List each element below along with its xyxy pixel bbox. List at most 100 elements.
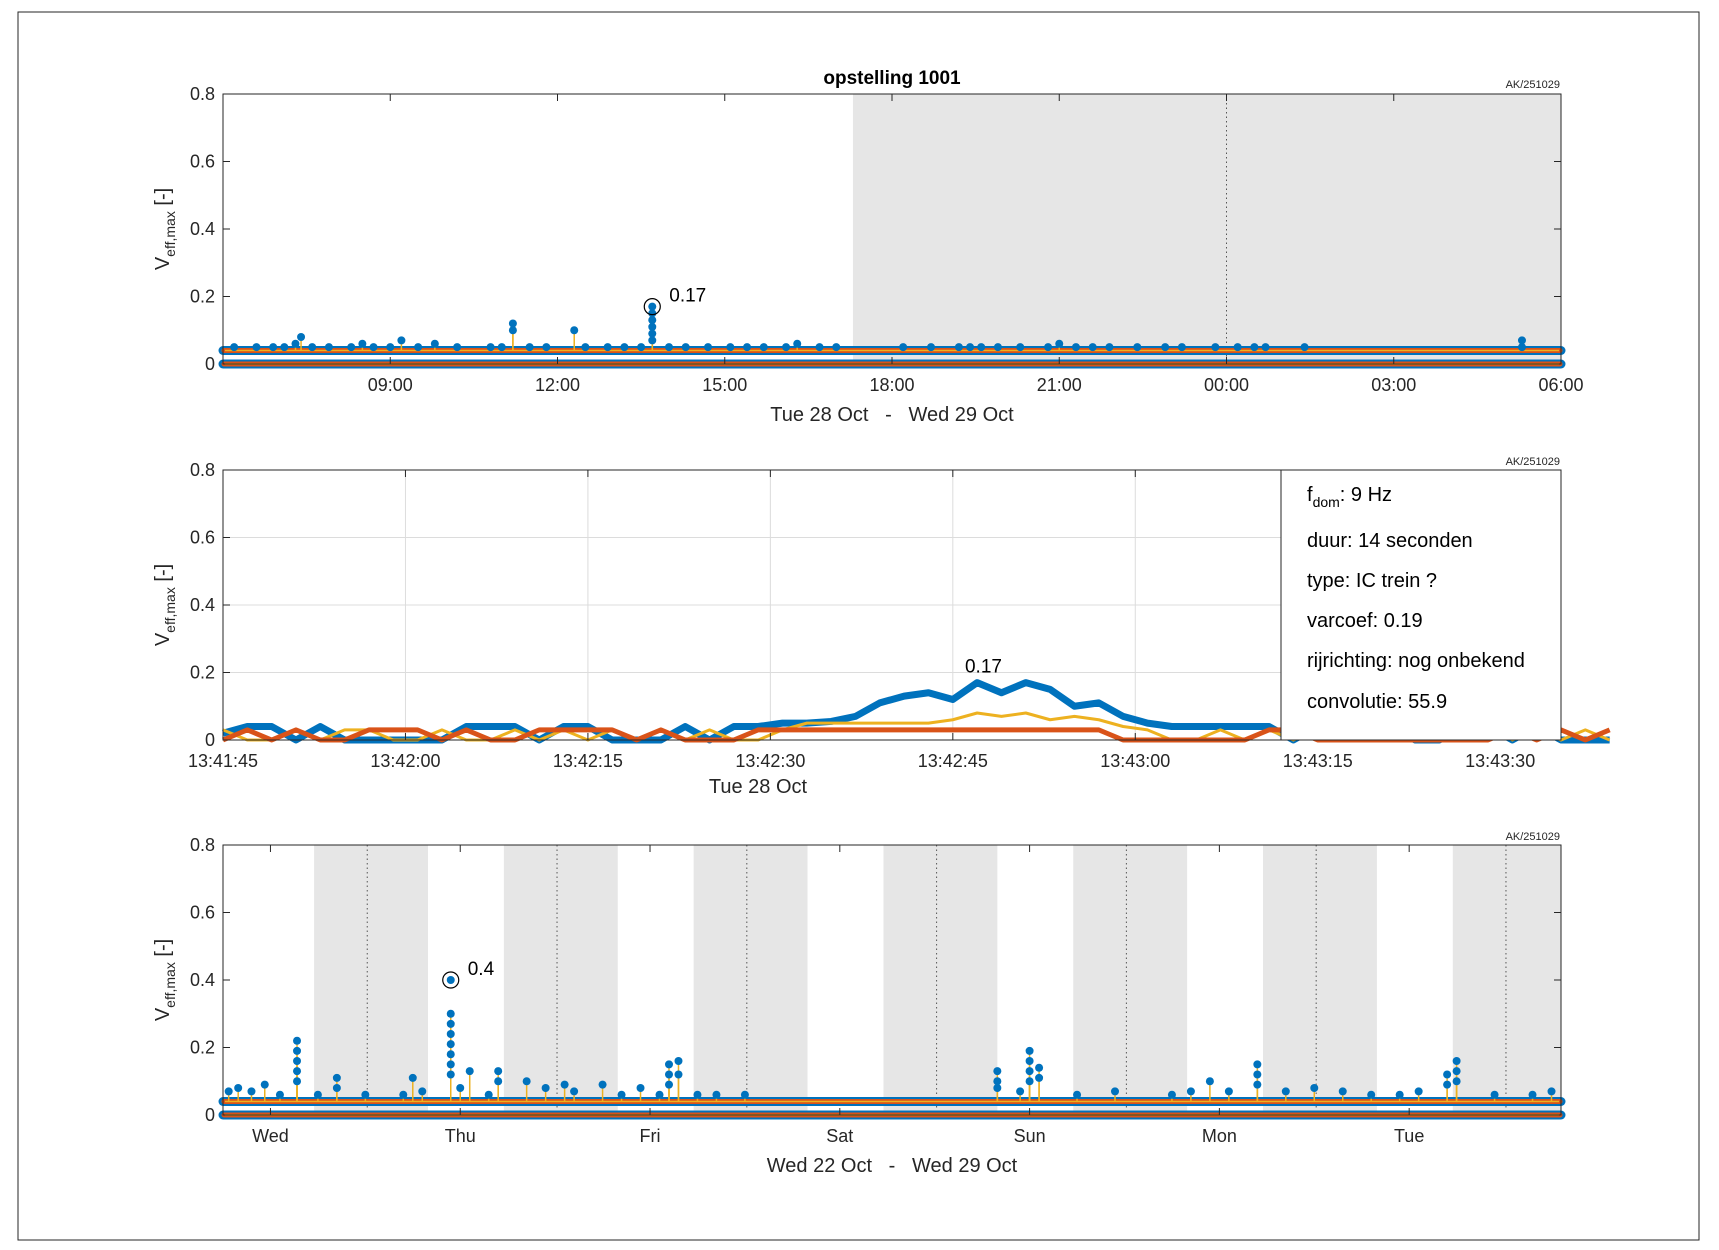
- peak-point: [1300, 343, 1309, 352]
- peak-point: [1233, 343, 1242, 352]
- peak-point: [1105, 343, 1114, 352]
- x-axis-label: Tue 28 Oct - Wed 29 Oct: [770, 404, 1014, 426]
- peak-point: [581, 343, 590, 352]
- peak-point: [308, 343, 317, 352]
- peak-point: [1452, 1077, 1461, 1086]
- peak-point: [1261, 343, 1270, 352]
- x-tick-label: 21:00: [1037, 375, 1082, 395]
- chart-title: opstelling 1001: [823, 68, 961, 89]
- peak-point: [993, 1067, 1002, 1076]
- peak-point: [247, 1087, 256, 1096]
- peak-point: [712, 1090, 721, 1099]
- x-tick-label: Sun: [1014, 1126, 1046, 1146]
- peak-point: [293, 1057, 302, 1065]
- night-band: [1073, 845, 1188, 1115]
- peak-point: [648, 329, 657, 338]
- peak-point: [508, 326, 517, 335]
- night-band: [314, 845, 428, 1115]
- peak-point: [993, 343, 1002, 352]
- peak-point: [617, 1090, 626, 1099]
- peak-point: [397, 336, 406, 345]
- y-axis-label-unit: [-]: [152, 188, 174, 211]
- max-annotation: 0.17: [965, 657, 1002, 678]
- peak-point: [1310, 1084, 1319, 1092]
- peak-points: [224, 1009, 1556, 1102]
- peak-point: [293, 1036, 302, 1045]
- peak-point: [927, 343, 936, 352]
- peak-point: [453, 343, 462, 352]
- y-axis-label-sub: eff,max: [162, 211, 178, 257]
- x-tick-label: 13:42:30: [735, 751, 805, 771]
- peak-point: [1443, 1070, 1452, 1079]
- night-band: [1263, 845, 1377, 1115]
- x-tick-label: 13:42:00: [370, 751, 440, 771]
- y-tick-label: 0.2: [190, 663, 215, 683]
- peak-point: [1161, 343, 1170, 352]
- peak-point: [399, 1090, 408, 1099]
- y-tick-label: 0.4: [190, 219, 215, 239]
- max-point: [648, 302, 657, 311]
- x-ticks: Wed Thu Fri Sat Sun Mon Tue: [252, 845, 1424, 1146]
- peak-point: [560, 1080, 569, 1089]
- peak-point: [446, 1050, 455, 1059]
- peak-point: [386, 343, 395, 352]
- peak-point: [637, 343, 646, 352]
- peak-point: [648, 336, 657, 345]
- peak-point: [313, 1090, 322, 1099]
- peak-point: [743, 343, 752, 352]
- peak-point: [1253, 1070, 1262, 1079]
- peak-point: [966, 343, 975, 352]
- peak-point: [297, 333, 306, 341]
- peak-point: [603, 343, 612, 352]
- max-label: 0.17: [669, 286, 706, 307]
- y-axis-label-sub: eff,max: [162, 587, 178, 633]
- peak-point: [1490, 1090, 1499, 1099]
- peak-point: [570, 326, 579, 335]
- peak-point: [224, 1087, 233, 1096]
- peak-point: [1452, 1067, 1461, 1076]
- peak-point: [977, 343, 986, 352]
- peak-point: [293, 1067, 302, 1076]
- peak-point: [1167, 1090, 1176, 1099]
- tag: AK/251029: [1506, 831, 1560, 843]
- peak-point: [446, 1060, 455, 1069]
- peak-point: [815, 343, 824, 352]
- peak-point: [465, 1067, 474, 1076]
- max-annotation: 0.17: [643, 286, 706, 316]
- max-ring: [643, 298, 661, 316]
- x-ticks: 09:00 12:00 15:00 18:00 21:00 00:00 03:00 06:00: [368, 94, 1584, 395]
- y-axis-label-main: V: [152, 256, 174, 270]
- peak-point: [620, 343, 629, 352]
- peak-point: [230, 343, 239, 352]
- peak-point: [291, 339, 300, 348]
- y-tick-label: 0: [205, 354, 215, 374]
- y-axis-label-unit: [-]: [152, 939, 174, 962]
- y-ticks: 0 0.2 0.4 0.6 0.8: [190, 835, 1561, 1125]
- x-tick-label: 09:00: [368, 375, 413, 395]
- peak-point: [759, 343, 768, 352]
- info-fdom-value: : 9 Hz: [1340, 484, 1392, 506]
- peak-point: [726, 343, 735, 352]
- y-tick-label: 0.4: [190, 970, 215, 990]
- peak-point: [1055, 339, 1064, 348]
- peak-point: [347, 343, 356, 352]
- peak-point: [1071, 343, 1080, 352]
- peak-points: [230, 309, 1526, 352]
- peak-point: [508, 319, 517, 328]
- peak-point: [293, 1046, 302, 1055]
- peak-point: [1044, 343, 1053, 352]
- y-tick-label: 0: [205, 730, 215, 750]
- peak-point: [1177, 343, 1186, 352]
- peak-point: [1186, 1087, 1195, 1096]
- y-tick-label: 0.8: [190, 460, 215, 480]
- peak-point: [1035, 1073, 1044, 1082]
- peak-point: [1133, 343, 1142, 352]
- peak-point: [1338, 1087, 1347, 1096]
- night-band: [503, 845, 618, 1115]
- peak-point: [570, 1087, 579, 1096]
- x-tick-label: Mon: [1202, 1126, 1237, 1146]
- max-label: 0.4: [468, 959, 495, 980]
- peak-point: [522, 1077, 531, 1086]
- peak-point: [665, 1060, 673, 1069]
